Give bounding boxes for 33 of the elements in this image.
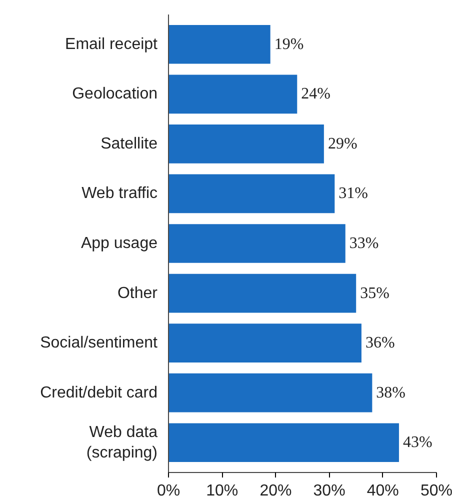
y-tick-label: Social/sentiment	[40, 334, 158, 352]
x-tick-label: 10%	[206, 482, 238, 500]
bar	[168, 324, 362, 362]
bar	[168, 224, 346, 263]
x-tick-label: 0%	[156, 482, 180, 500]
bar	[168, 423, 399, 462]
y-tick-label: Other	[117, 284, 158, 302]
bar	[168, 74, 298, 114]
y-tick-label: Credit/debit card	[40, 384, 158, 402]
data-label: 29%	[328, 135, 358, 152]
data-label: 33%	[349, 235, 379, 252]
data-label: 43%	[402, 434, 432, 452]
y-tick-label: App usage	[80, 235, 158, 252]
y-tick-label: Satellite	[100, 135, 158, 152]
bar	[168, 24, 270, 64]
x-tick-label: 30%	[313, 482, 346, 500]
y-tick-label: Web data (scraping)	[86, 424, 158, 462]
data-label: 31%	[338, 185, 368, 202]
x-tick-label: 40%	[366, 482, 399, 500]
data-label: 36%	[365, 334, 395, 352]
x-tick-label: 50%	[420, 482, 452, 500]
y-tick-label: Geolocation	[72, 86, 158, 103]
bar	[168, 124, 324, 164]
y-tick-label: Email receipt	[65, 36, 158, 53]
data-label: 19%	[274, 36, 304, 53]
bar	[168, 174, 335, 214]
bar	[168, 274, 356, 313]
data-label: 38%	[376, 384, 406, 402]
bar	[168, 373, 372, 412]
y-tick-label: Web traffic	[82, 185, 158, 202]
data-label: 24%	[301, 86, 330, 103]
x-tick-label: 20%	[260, 482, 292, 500]
data-label: 35%	[360, 284, 390, 302]
